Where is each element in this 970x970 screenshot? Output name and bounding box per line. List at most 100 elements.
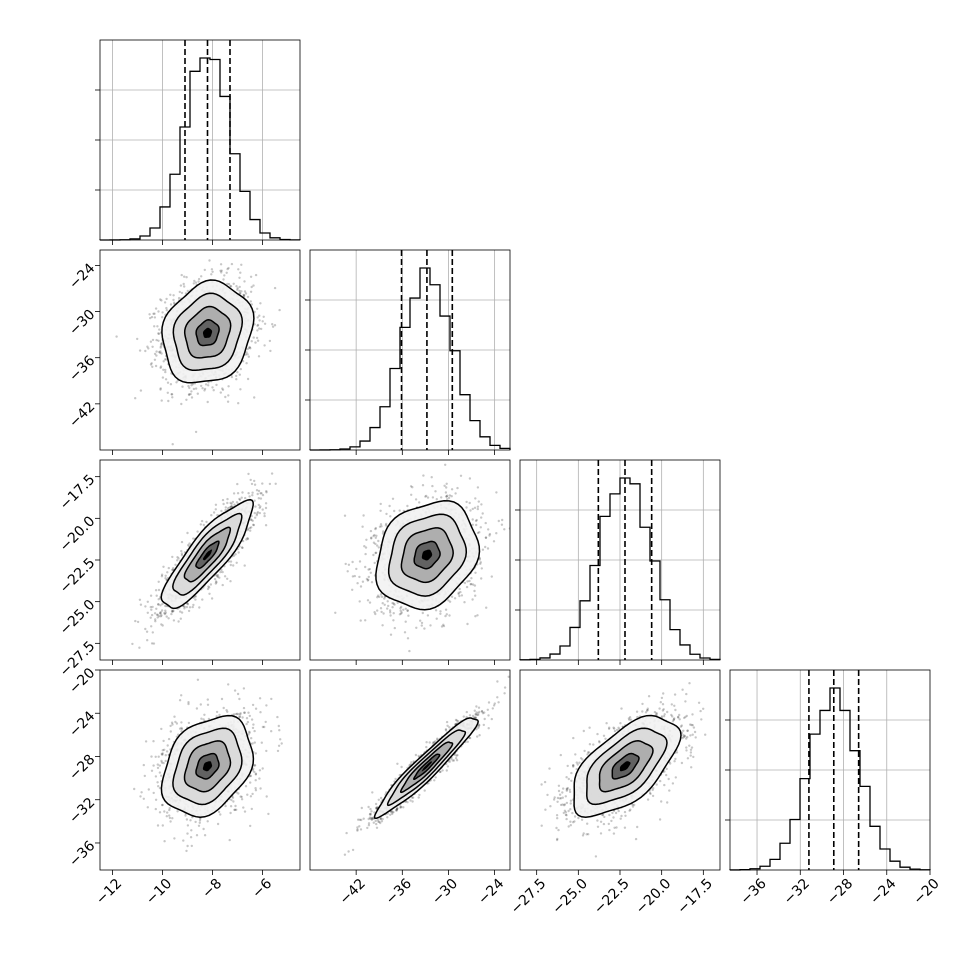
sample-point [243,290,247,293]
sample-point [374,612,377,616]
sample-point [236,288,239,291]
density-core [202,327,213,338]
sample-point [218,576,221,579]
sample-point [375,534,378,537]
sample-point [159,345,163,348]
sample-point [445,495,448,498]
sample-point [149,616,152,619]
sample-point [251,491,254,494]
sample-point [374,551,377,555]
sample-point [203,387,207,391]
sample-point [226,282,229,286]
sample-point [444,614,447,618]
sample-point [149,340,153,343]
sample-point [161,602,164,606]
sample-point [210,597,214,600]
sample-point [468,579,471,583]
sample-point [453,597,457,600]
sample-point [153,358,157,361]
sample-point [151,345,154,348]
sample-point [446,494,449,497]
sample-point [258,314,261,317]
sample-point [232,282,235,285]
sample-point [179,284,183,287]
sample-point [191,383,194,386]
sample-point [238,285,241,289]
sample-point [221,387,224,390]
sample-point [393,509,396,513]
sample-point [241,539,245,543]
sample-point [178,290,181,294]
sample-point [471,598,474,601]
density-core [202,549,213,561]
sample-point [376,544,379,547]
sample-point [243,280,246,283]
sample-point [165,309,168,312]
sample-point [470,577,473,580]
sample-point [450,488,454,491]
sample-point [160,575,164,578]
sample-point [389,633,393,636]
sample-point [256,339,260,342]
sample-point [164,368,167,372]
sample-point [153,352,157,356]
sample-point [207,585,210,588]
histogram-2 [519,477,721,661]
sample-point [155,607,158,610]
sample-point [442,623,445,626]
sample-point [150,608,153,611]
sample-point [226,267,229,271]
sample-point [149,605,152,609]
sample-point [454,492,457,495]
sample-point [253,511,256,515]
sample-point [180,549,183,553]
sample-point [490,575,493,578]
sample-point [269,349,272,353]
sample-point [194,281,198,284]
sample-point [149,316,152,320]
sample-point [415,626,418,629]
sample-point [478,558,482,561]
sample-point [260,492,263,495]
sample-point [381,532,385,535]
sample-point [232,554,236,557]
sample-point [220,271,223,274]
sample-point [239,271,242,274]
sample-point [163,612,167,616]
sample-point [479,526,482,529]
sample-point [246,377,250,381]
sample-point [399,612,403,615]
sample-point [180,273,183,277]
sample-point [255,489,259,492]
sample-point [259,505,262,508]
sample-point [251,494,254,497]
sample-point [399,607,402,610]
sample-point [221,583,224,587]
sample-point [503,528,506,531]
panel-content [115,259,281,446]
sample-point [258,506,261,509]
sample-point [258,319,261,322]
sample-point [210,273,213,276]
sample-point [214,503,218,506]
sample-point [158,351,162,354]
sample-point [219,391,222,394]
sample-point [171,555,174,559]
sample-point [255,336,259,340]
sample-point [446,498,449,501]
sample-point [155,338,158,342]
sample-point [361,580,365,583]
sample-point [264,524,268,527]
sample-point [162,368,165,371]
sample-point [264,506,268,510]
sample-point [156,325,159,328]
sample-point [362,514,365,517]
sample-point [157,310,160,313]
sample-point [250,285,253,289]
sample-point [144,349,147,353]
sample-point [176,559,179,562]
sample-point [151,631,154,634]
sample-point [388,609,392,612]
sample-point [382,612,385,615]
sample-point [411,486,414,489]
